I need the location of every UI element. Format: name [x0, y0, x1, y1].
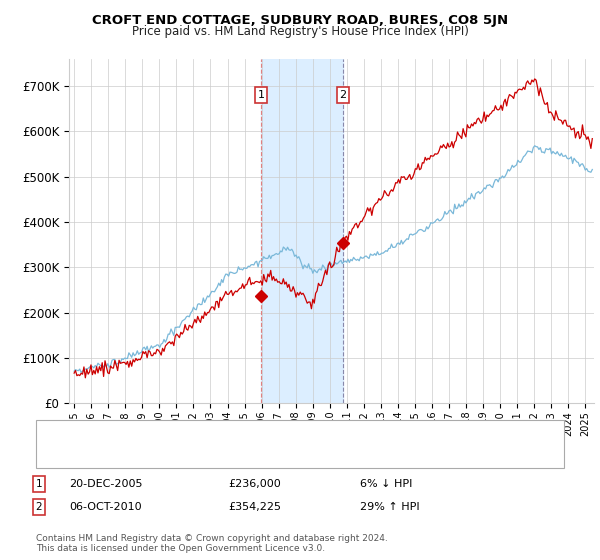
Text: Price paid vs. HM Land Registry's House Price Index (HPI): Price paid vs. HM Land Registry's House …: [131, 25, 469, 38]
Text: £354,225: £354,225: [228, 502, 281, 512]
Bar: [261, 59, 343, 403]
Text: 2: 2: [35, 502, 43, 512]
Text: CROFT END COTTAGE, SUDBURY ROAD, BURES, CO8 5JN (detached house): CROFT END COTTAGE, SUDBURY ROAD, BURES, …: [84, 428, 455, 438]
Text: Contains HM Land Registry data © Crown copyright and database right 2024.
This d: Contains HM Land Registry data © Crown c…: [36, 534, 388, 553]
Text: 20-DEC-2005: 20-DEC-2005: [69, 479, 143, 489]
Text: HPI: Average price, detached house, Babergh: HPI: Average price, detached house, Babe…: [84, 451, 311, 461]
Text: £236,000: £236,000: [228, 479, 281, 489]
Text: 29% ↑ HPI: 29% ↑ HPI: [360, 502, 419, 512]
Text: 06-OCT-2010: 06-OCT-2010: [69, 502, 142, 512]
Text: 2: 2: [340, 90, 346, 100]
Text: CROFT END COTTAGE, SUDBURY ROAD, BURES, CO8 5JN: CROFT END COTTAGE, SUDBURY ROAD, BURES, …: [92, 14, 508, 27]
Text: 1: 1: [257, 90, 265, 100]
Text: 6% ↓ HPI: 6% ↓ HPI: [360, 479, 412, 489]
Text: 1: 1: [35, 479, 43, 489]
